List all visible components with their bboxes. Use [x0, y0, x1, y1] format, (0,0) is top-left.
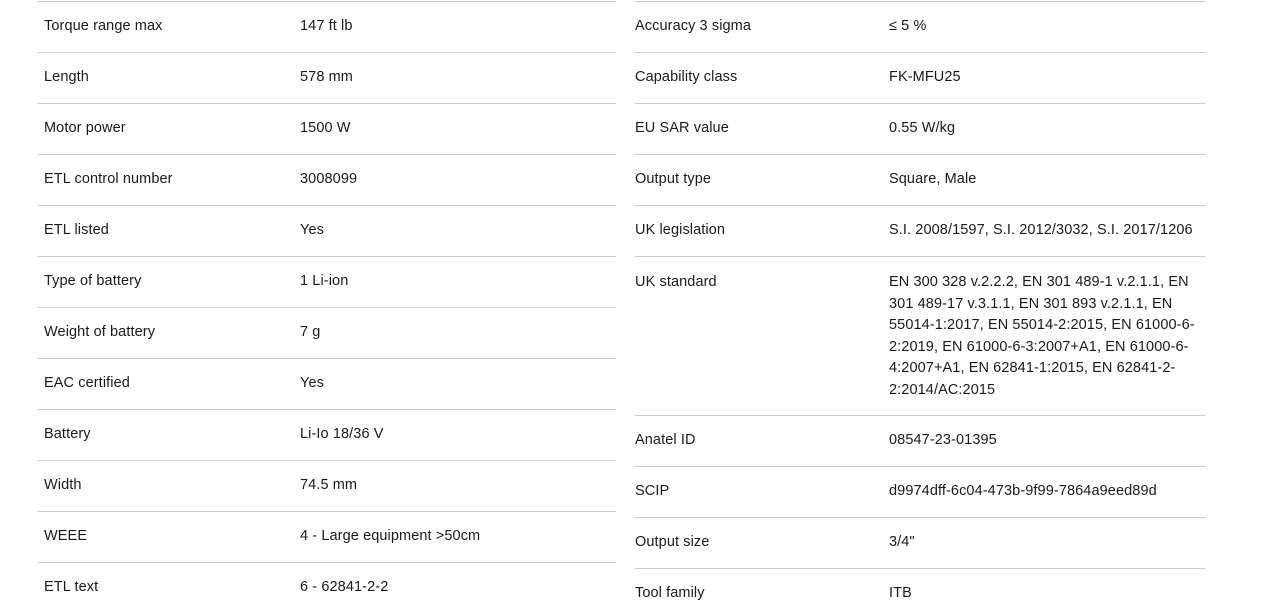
spec-value: 578 mm [300, 69, 353, 86]
spec-value: 7 g [300, 324, 321, 341]
spec-value: 4 - Large equipment >50cm [300, 528, 481, 545]
spec-label: Motor power [44, 120, 126, 137]
spec-label: UK standard [635, 274, 717, 290]
spec-label: EAC certified [44, 375, 130, 392]
spec-label: Torque range max [44, 18, 163, 35]
spec-label: Anatel ID [635, 432, 696, 449]
spec-table-left: Torque range max 147 ft lb Length 578 mm Mot… [38, 1, 616, 610]
spec-value: 08547-23-01395 [889, 432, 997, 449]
spec-row: EU SAR value 0.55 W/kg [635, 104, 1206, 155]
spec-label: Weight of battery [44, 324, 156, 341]
spec-value: Square, Male [889, 171, 977, 188]
spec-label: Output size [635, 534, 710, 551]
spec-row: Length 578 mm [38, 53, 616, 104]
spec-label: ETL listed [44, 222, 109, 239]
spec-row: Capability class FK-MFU25 [635, 53, 1206, 104]
spec-value: ITB [889, 585, 912, 602]
spec-value: 1 Li-ion [300, 273, 349, 290]
spec-label: WEEE [44, 528, 88, 545]
spec-row: Output type Square, Male [635, 155, 1206, 206]
spec-label: Type of battery [44, 273, 142, 290]
spec-value: Li-Io 18/36 V [300, 426, 384, 443]
spec-row: UK legislation S.I. 2008/1597, S.I. 2012/… [635, 206, 1206, 257]
spec-value: 1500 W [300, 120, 351, 137]
spec-row: EAC certified Yes [38, 359, 616, 410]
spec-label: Width [44, 477, 82, 494]
spec-value: EN 300 328 v.2.2.2, EN 301 489-1 v.2.1.1… [889, 274, 1195, 398]
spec-row: ETL listed Yes [38, 206, 616, 257]
spec-value: 0.55 W/kg [889, 120, 956, 137]
spec-row: Accuracy 3 sigma ≤ 5 % [635, 2, 1206, 53]
spec-label: Accuracy 3 sigma [635, 18, 752, 35]
spec-label: SCIP [635, 483, 670, 500]
spec-label: ETL text [44, 579, 99, 596]
spec-label: Battery [44, 426, 91, 443]
spec-row: WEEE 4 - Large equipment >50cm [38, 512, 616, 563]
spec-label: ETL control number [44, 171, 173, 188]
spec-value: ≤ 5 % [889, 18, 927, 35]
spec-label: Capability class [635, 69, 738, 86]
spec-table-right: Accuracy 3 sigma ≤ 5 % Capability class FK-… [635, 1, 1206, 610]
spec-label: Tool family [635, 585, 705, 602]
spec-value: FK-MFU25 [889, 69, 961, 86]
spec-label: Length [44, 69, 89, 86]
spec-label: UK legislation [635, 222, 726, 239]
spec-label: Output type [635, 171, 712, 188]
spec-value: 3008099 [300, 171, 358, 188]
spec-value: Yes [300, 375, 324, 392]
spec-row: SCIP d9974dff-6c04-473b-9f99-7864a9eed89d [635, 467, 1206, 518]
spec-row: UK standard EN 300 328 v.2.2.2, EN 301 48… [635, 257, 1206, 416]
spec-row: ETL control number 3008099 [38, 155, 616, 206]
spec-row: Battery Li-Io 18/36 V [38, 410, 616, 461]
spec-row: Tool family ITB [635, 569, 1206, 610]
spec-value: 147 ft lb [300, 18, 353, 35]
spec-row: Width 74.5 mm [38, 461, 616, 512]
spec-value: 6 - 62841-2-2 [300, 579, 389, 596]
spec-value: d9974dff-6c04-473b-9f99-7864a9eed89d [889, 483, 1157, 500]
spec-row: Output size 3/4" [635, 518, 1206, 569]
spec-row: Torque range max 147 ft lb [38, 2, 616, 53]
spec-value: 74.5 mm [300, 477, 358, 494]
spec-value: 3/4" [889, 534, 915, 551]
spec-value: Yes [300, 222, 324, 239]
spec-row: Anatel ID 08547-23-01395 [635, 416, 1206, 467]
spec-row: ETL text 6 - 62841-2-2 [38, 563, 616, 610]
spec-row: Type of battery 1 Li-ion [38, 257, 616, 308]
spec-row: Weight of battery 7 g [38, 308, 616, 359]
spec-row: Motor power 1500 W [38, 104, 616, 155]
spec-value: S.I. 2008/1597, S.I. 2012/3032, S.I. 201… [889, 222, 1193, 239]
spec-label: EU SAR value [635, 120, 729, 137]
